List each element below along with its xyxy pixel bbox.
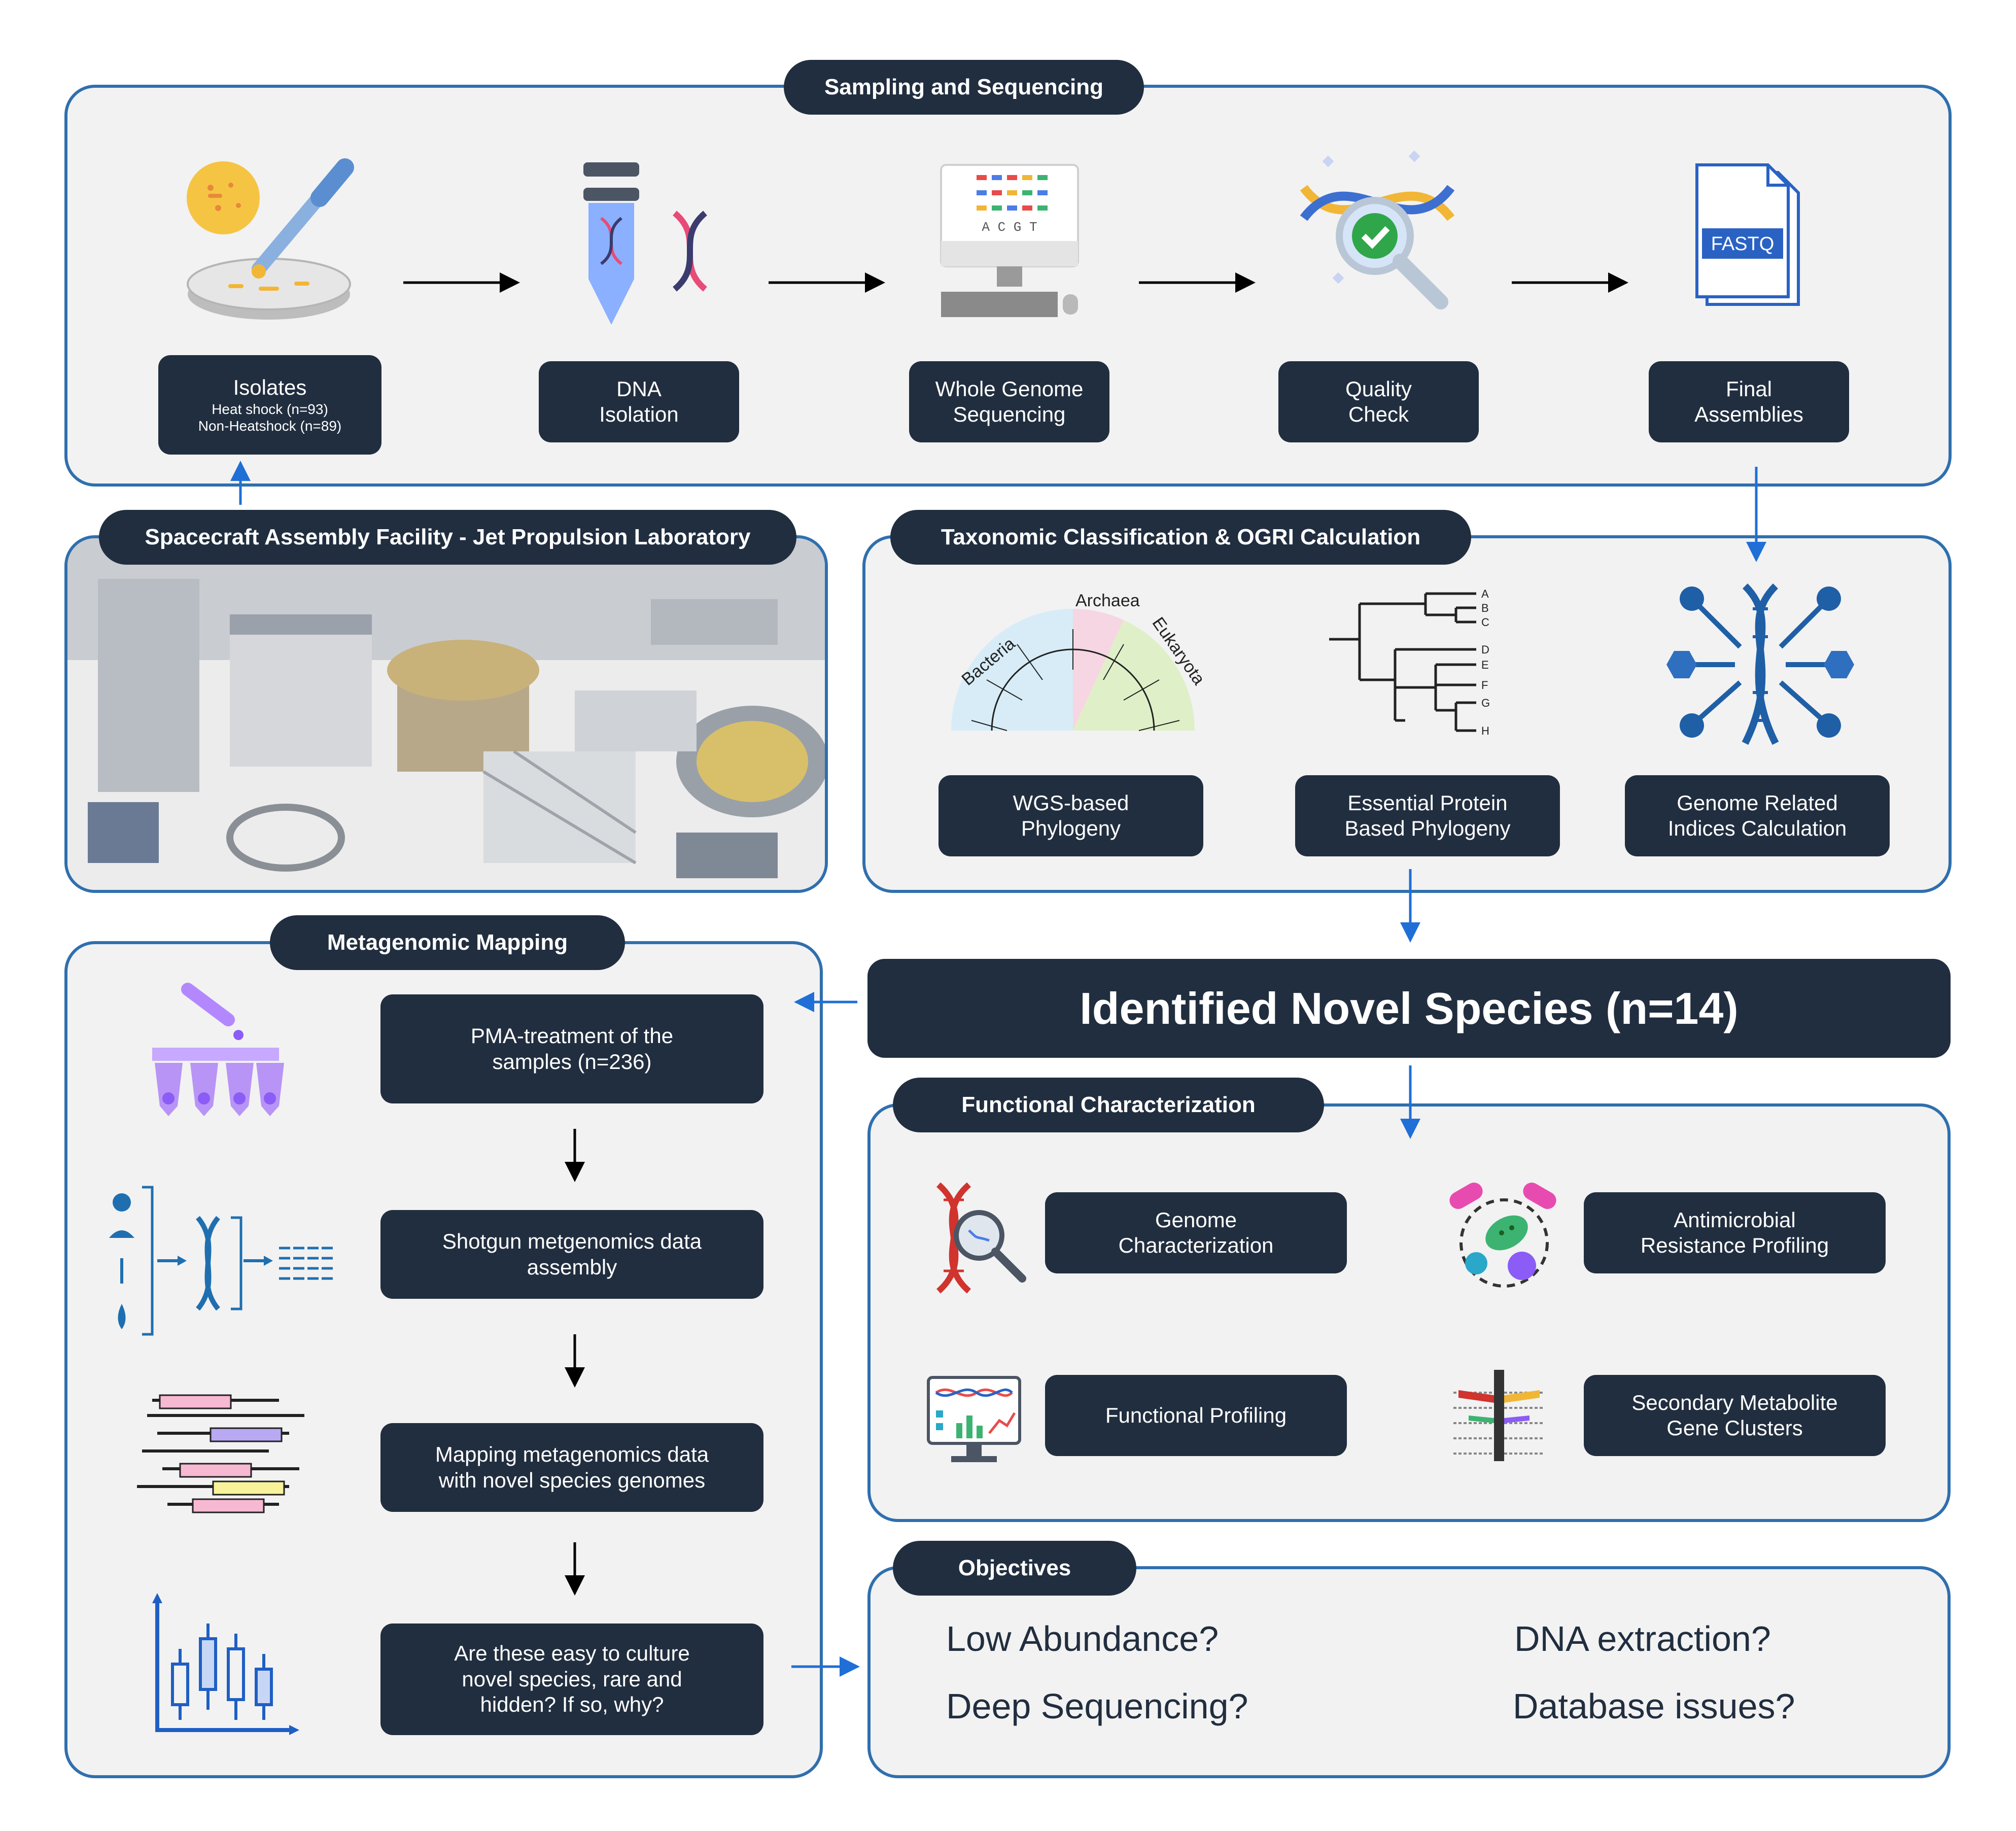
phylogenetic-tree-icon: A B C D E F G H (1329, 588, 1490, 737)
final-line2: Assemblies (1694, 402, 1803, 426)
leaf-h: H (1481, 724, 1489, 737)
protein-phylogeny-line1: Essential Protein (1347, 790, 1508, 815)
pma-line1: PMA-treatment of the (470, 1024, 674, 1048)
isolates-label: Isolates (233, 375, 307, 400)
mapping-line1: Mapping metagenomics data (435, 1442, 709, 1467)
secondary-metabolite-box: Secondary Metabolite Gene Clusters (1584, 1375, 1886, 1456)
facility-panel (64, 535, 828, 893)
wgs-line2: Sequencing (953, 402, 1066, 426)
shotgun-assembly-box: Shotgun metgenomics data assembly (380, 1210, 763, 1299)
fastq-text: FASTQ (1711, 233, 1775, 255)
antimicrobial-bacteria-icon (1449, 1183, 1556, 1288)
functional-title: Functional Characterization (893, 1078, 1324, 1132)
leaf-d: D (1481, 643, 1489, 656)
shotgun-line1: Shotgun metgenomics data (442, 1229, 702, 1254)
leaf-g: G (1481, 697, 1490, 709)
acgt-text: A C G T (982, 220, 1037, 235)
smgc-line2: Gene Clusters (1666, 1416, 1803, 1440)
objective-deep-sequencing: Deep Sequencing? (946, 1686, 1248, 1726)
tree-label-archaea: Archaea (1075, 591, 1140, 610)
dna-quality-check-icon (1300, 150, 1455, 309)
leaf-c: C (1481, 616, 1489, 629)
quality-line2: Check (1348, 402, 1409, 426)
monitor-analytics-icon (927, 1376, 1021, 1462)
functional-profiling-box: Functional Profiling (1045, 1375, 1347, 1456)
read-mapping-icon (137, 1394, 304, 1513)
wgs-box: Whole Genome Sequencing (909, 361, 1109, 442)
dna-isolation-box: DNA Isolation (539, 361, 739, 442)
quality-line1: Quality (1345, 376, 1412, 401)
dna-isolation-line2: Isolation (599, 402, 679, 426)
protein-phylogeny-line2: Based Phylogeny (1344, 816, 1511, 840)
leaf-a: A (1481, 588, 1489, 600)
genome-indices-line2: Indices Calculation (1667, 816, 1847, 840)
taxonomy-title: Taxonomic Classification & OGRI Calculat… (890, 510, 1471, 565)
smgc-line1: Secondary Metabolite (1631, 1390, 1838, 1414)
computer-sequencing-icon: A C G T (940, 164, 1079, 317)
objective-database-issues: Database issues? (1513, 1686, 1795, 1726)
question-line3: hidden? If so, why? (480, 1692, 664, 1717)
facility-title: Spacecraft Assembly Facility - Jet Propu… (99, 510, 796, 565)
amr-line1: Antimicrobial (1674, 1207, 1796, 1232)
genome-network-icon (1666, 583, 1854, 745)
pma-line2: samples (n=236) (492, 1049, 652, 1074)
protein-phylogeny-box: Essential Protein Based Phylogeny (1295, 775, 1560, 856)
final-line1: Final (1725, 376, 1772, 401)
novel-species-box: Identified Novel Species (n=14) (867, 959, 1951, 1058)
isolates-heatshock: Heat shock (n=93) (212, 401, 328, 417)
facility-photo (67, 538, 825, 890)
question-line2: novel species, rare and (462, 1667, 682, 1691)
pma-treatment-box: PMA-treatment of the samples (n=236) (380, 994, 763, 1103)
isolates-non-heatshock: Non-Heatshock (n=89) (198, 418, 342, 434)
novel-species-title: Identified Novel Species (n=14) (1080, 983, 1739, 1033)
metagenomic-title: Metagenomic Mapping (270, 915, 625, 970)
question-line1: Are these easy to culture (454, 1641, 690, 1666)
genome-char-line1: Genome (1155, 1207, 1237, 1232)
genome-indices-line1: Genome Related (1677, 790, 1838, 815)
petri-dish-pipette-icon (187, 158, 354, 320)
wgs-phylogeny-box: WGS-based Phylogeny (939, 775, 1203, 856)
pcr-tubes-pipette-icon (152, 983, 284, 1116)
objectives-title: Objectives (893, 1541, 1136, 1596)
isolates-box: Isolates Heat shock (n=93) Non-Heatshock… (158, 355, 381, 455)
objectives-panel (867, 1566, 1951, 1778)
culture-question-box: Are these easy to culture novel species,… (380, 1623, 763, 1735)
metagenome-assembly-icon (109, 1186, 335, 1336)
functional-profiling-label: Functional Profiling (1105, 1403, 1287, 1427)
quality-check-box: Quality Check (1278, 361, 1479, 442)
wgs-phylogeny-line2: Phylogeny (1021, 816, 1121, 840)
dna-isolation-line1: DNA (616, 376, 662, 401)
wgs-line1: Whole Genome (935, 376, 1084, 401)
fastq-file-icon: FASTQ (1695, 163, 1800, 306)
leaf-f: F (1481, 679, 1488, 692)
genome-char-line2: Characterization (1118, 1233, 1274, 1257)
genome-indices-box: Genome Related Indices Calculation (1625, 775, 1890, 856)
test-tube-dna-icon (583, 162, 707, 325)
box-plot-chart-icon (152, 1593, 299, 1735)
tree-of-life-icon: Bacteria Archaea Eukaryota (951, 591, 1209, 731)
amr-profiling-box: Antimicrobial Resistance Profiling (1584, 1192, 1886, 1273)
wgs-phylogeny-line1: WGS-based (1013, 790, 1129, 815)
sampling-title: Sampling and Sequencing (784, 60, 1144, 115)
objective-low-abundance: Low Abundance? (946, 1619, 1219, 1659)
amr-line2: Resistance Profiling (1640, 1233, 1829, 1257)
shotgun-line2: assembly (527, 1255, 617, 1279)
genome-characterization-box: Genome Characterization (1045, 1192, 1347, 1273)
mapping-line2: with novel species genomes (438, 1468, 706, 1492)
leaf-e: E (1481, 659, 1489, 671)
gene-cluster-icon (1453, 1370, 1545, 1461)
objective-dna-extraction: DNA extraction? (1514, 1619, 1771, 1659)
mapping-box: Mapping metagenomics data with novel spe… (380, 1423, 763, 1512)
final-assemblies-box: Final Assemblies (1649, 361, 1849, 442)
dna-magnifier-icon (936, 1182, 1026, 1294)
leaf-b: B (1481, 602, 1489, 614)
